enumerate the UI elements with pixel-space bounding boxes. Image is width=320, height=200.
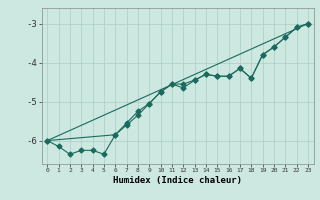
X-axis label: Humidex (Indice chaleur): Humidex (Indice chaleur) — [113, 176, 242, 185]
